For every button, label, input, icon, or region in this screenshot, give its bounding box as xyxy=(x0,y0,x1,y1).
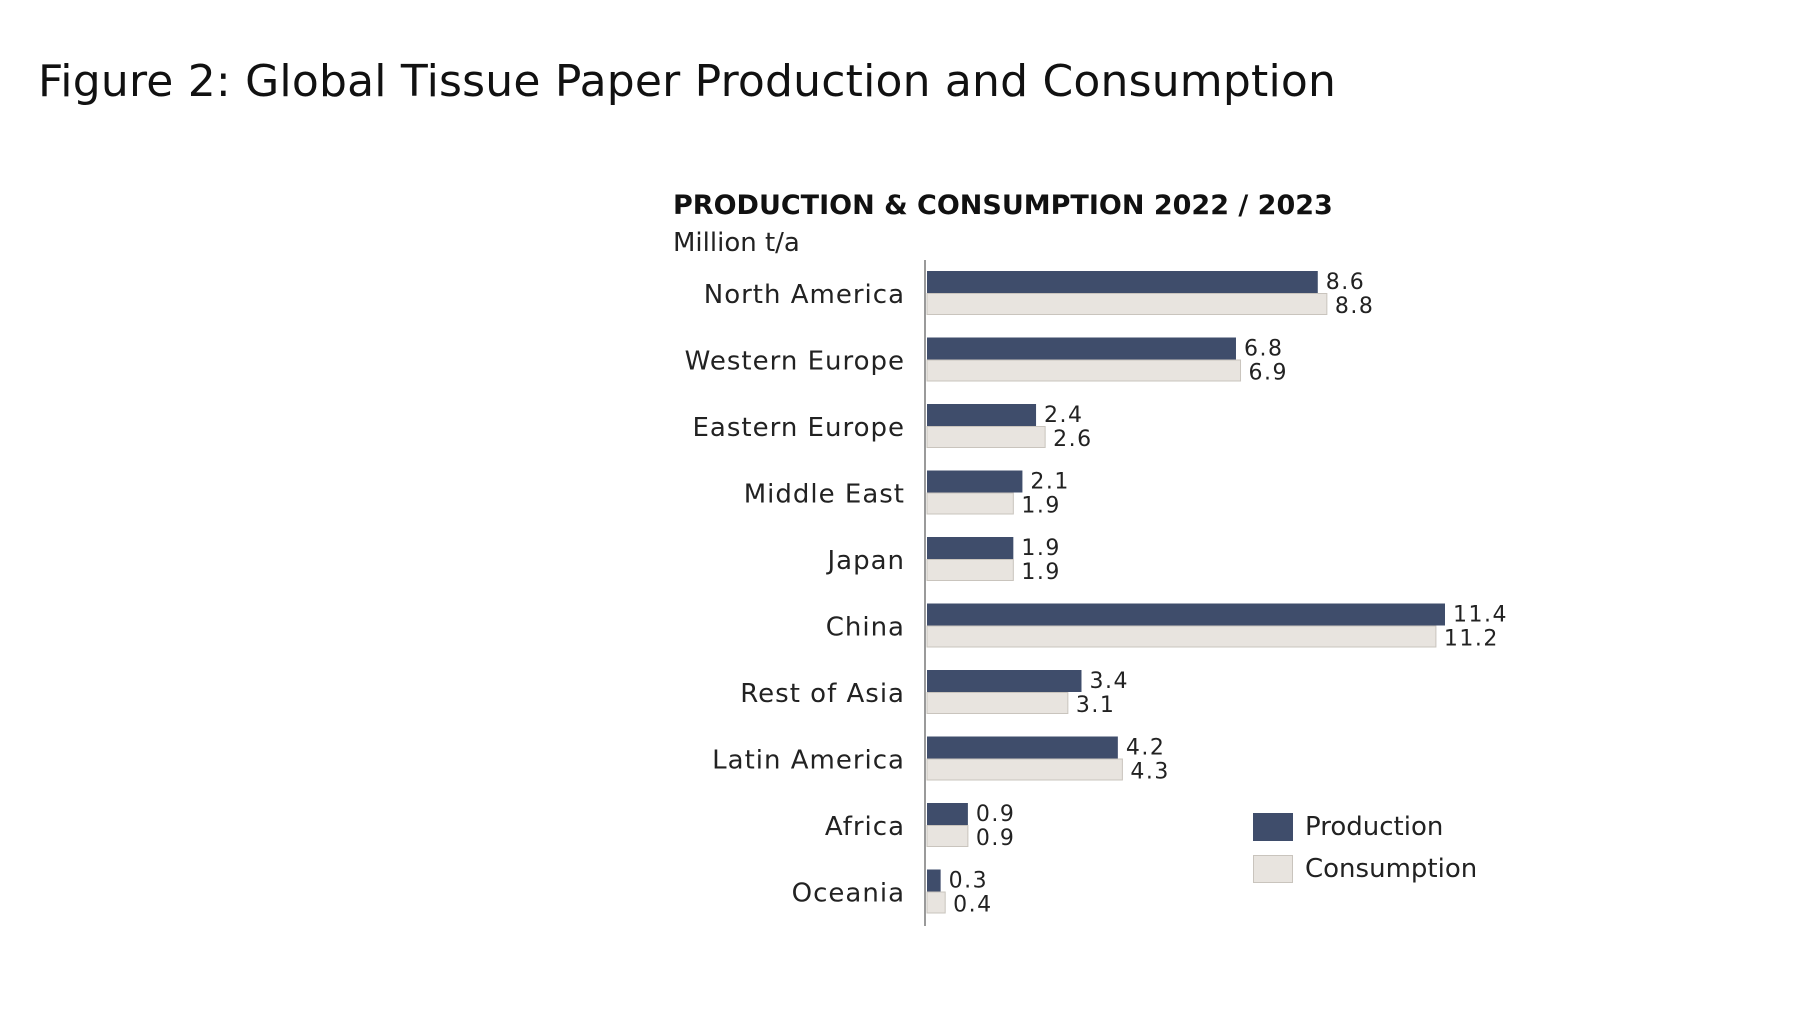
chart-unit-label: Million t/a xyxy=(673,228,800,258)
legend-item-consumption: Consumption xyxy=(1253,854,1477,884)
value-label-consumption-japan: 1.9 xyxy=(1021,560,1060,585)
bar-production-western-europe xyxy=(927,337,1236,360)
value-label-consumption-middle-east: 1.9 xyxy=(1021,494,1060,519)
bar-consumption-latin-america xyxy=(926,758,1123,781)
chart-title: PRODUCTION & CONSUMPTION 2022 / 2023 xyxy=(673,190,1333,221)
category-label-rest-of-asia: Rest of Asia xyxy=(740,679,905,709)
bar-consumption-western-europe xyxy=(926,359,1242,382)
category-label-north-america: North America xyxy=(704,280,905,310)
value-label-consumption-china: 11.2 xyxy=(1444,627,1499,652)
category-label-eastern-europe: Eastern Europe xyxy=(692,413,905,443)
value-label-production-north-america: 8.6 xyxy=(1326,270,1366,295)
bar-consumption-japan xyxy=(926,559,1014,581)
legend-item-production: Production xyxy=(1253,812,1477,842)
category-label-middle-east: Middle East xyxy=(744,480,905,510)
bar-production-rest-of-asia xyxy=(927,670,1082,692)
value-label-production-rest-of-asia: 3.4 xyxy=(1089,669,1129,694)
bar-production-middle-east xyxy=(927,470,1023,493)
bar-production-africa xyxy=(927,803,968,825)
bar-consumption-oceania xyxy=(926,891,946,914)
bar-consumption-north-america xyxy=(926,293,1328,315)
category-label-latin-america: Latin America xyxy=(712,746,905,776)
bar-consumption-eastern-europe xyxy=(926,426,1046,448)
value-label-production-eastern-europe: 2.4 xyxy=(1044,403,1084,428)
value-label-consumption-western-europe: 6.9 xyxy=(1249,361,1289,386)
bar-consumption-rest-of-asia xyxy=(926,692,1069,714)
bar-production-oceania xyxy=(927,869,941,892)
value-label-production-china: 11.4 xyxy=(1453,603,1508,628)
category-label-oceania: Oceania xyxy=(792,879,905,909)
bar-production-latin-america xyxy=(927,736,1118,759)
value-label-production-latin-america: 4.2 xyxy=(1126,736,1166,761)
value-label-production-japan: 1.9 xyxy=(1021,536,1060,561)
value-label-consumption-africa: 0.9 xyxy=(976,826,1016,851)
bar-consumption-china xyxy=(926,625,1437,648)
chart-legend: Production Consumption xyxy=(1253,812,1477,896)
value-label-production-western-europe: 6.8 xyxy=(1244,337,1284,362)
category-label-japan: Japan xyxy=(825,546,905,576)
figure-title: Figure 2: Global Tissue Paper Production… xyxy=(38,56,1337,107)
legend-swatch-consumption xyxy=(1253,855,1293,883)
legend-label-production: Production xyxy=(1305,812,1444,842)
value-label-production-middle-east: 2.1 xyxy=(1030,470,1070,495)
category-label-china: China xyxy=(826,613,905,643)
category-label-africa: Africa xyxy=(825,812,905,842)
value-label-consumption-latin-america: 4.3 xyxy=(1130,760,1170,785)
category-label-western-europe: Western Europe xyxy=(685,347,905,377)
value-label-consumption-rest-of-asia: 3.1 xyxy=(1076,693,1116,718)
bar-production-japan xyxy=(927,537,1014,559)
bar-production-north-america xyxy=(927,271,1318,293)
legend-label-consumption: Consumption xyxy=(1305,854,1478,884)
bar-consumption-middle-east xyxy=(926,492,1014,515)
bar-consumption-africa xyxy=(926,825,969,847)
legend-swatch-production xyxy=(1253,813,1293,841)
bar-production-eastern-europe xyxy=(927,404,1037,426)
value-label-consumption-north-america: 8.8 xyxy=(1335,294,1375,319)
value-label-production-africa: 0.9 xyxy=(976,802,1016,827)
bar-production-china xyxy=(927,603,1445,626)
value-label-consumption-oceania: 0.4 xyxy=(953,893,993,918)
value-label-production-oceania: 0.3 xyxy=(949,869,989,894)
value-label-consumption-eastern-europe: 2.6 xyxy=(1053,427,1093,452)
